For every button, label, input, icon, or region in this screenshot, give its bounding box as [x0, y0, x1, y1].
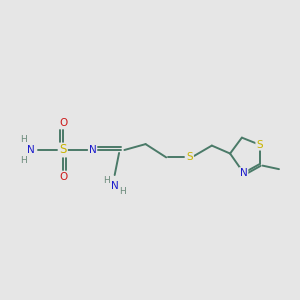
- Text: H: H: [119, 187, 125, 196]
- Text: H: H: [103, 176, 110, 185]
- Text: N: N: [89, 145, 97, 155]
- Text: O: O: [59, 172, 67, 182]
- Text: O: O: [59, 118, 67, 128]
- Text: H: H: [20, 135, 27, 144]
- Text: N: N: [111, 181, 119, 191]
- Text: N: N: [240, 168, 248, 178]
- Text: S: S: [59, 143, 67, 157]
- Text: S: S: [186, 152, 193, 162]
- Text: N: N: [27, 145, 34, 155]
- Text: S: S: [256, 140, 263, 150]
- Text: H: H: [20, 156, 27, 165]
